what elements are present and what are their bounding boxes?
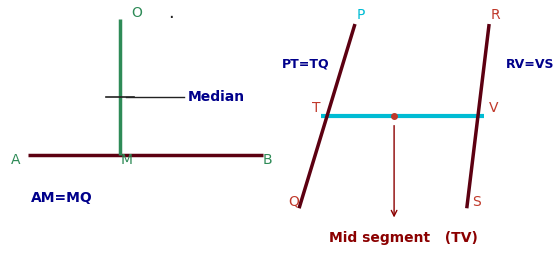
Text: M: M bbox=[120, 153, 132, 167]
Text: V: V bbox=[489, 101, 499, 115]
Text: RV=VS: RV=VS bbox=[506, 58, 555, 70]
Text: A: A bbox=[11, 153, 21, 167]
Text: Mid segment   (TV): Mid segment (TV) bbox=[329, 231, 477, 245]
Text: Q: Q bbox=[288, 195, 299, 209]
Text: B: B bbox=[263, 153, 272, 167]
Text: .: . bbox=[168, 4, 173, 22]
Text: S: S bbox=[472, 195, 481, 209]
Text: R: R bbox=[491, 8, 500, 22]
Text: P: P bbox=[357, 8, 365, 22]
Text: PT=TQ: PT=TQ bbox=[282, 58, 330, 70]
Text: O: O bbox=[131, 6, 142, 20]
Text: AM=MQ: AM=MQ bbox=[31, 191, 92, 205]
Text: T: T bbox=[312, 101, 320, 115]
Text: Median: Median bbox=[187, 91, 244, 104]
